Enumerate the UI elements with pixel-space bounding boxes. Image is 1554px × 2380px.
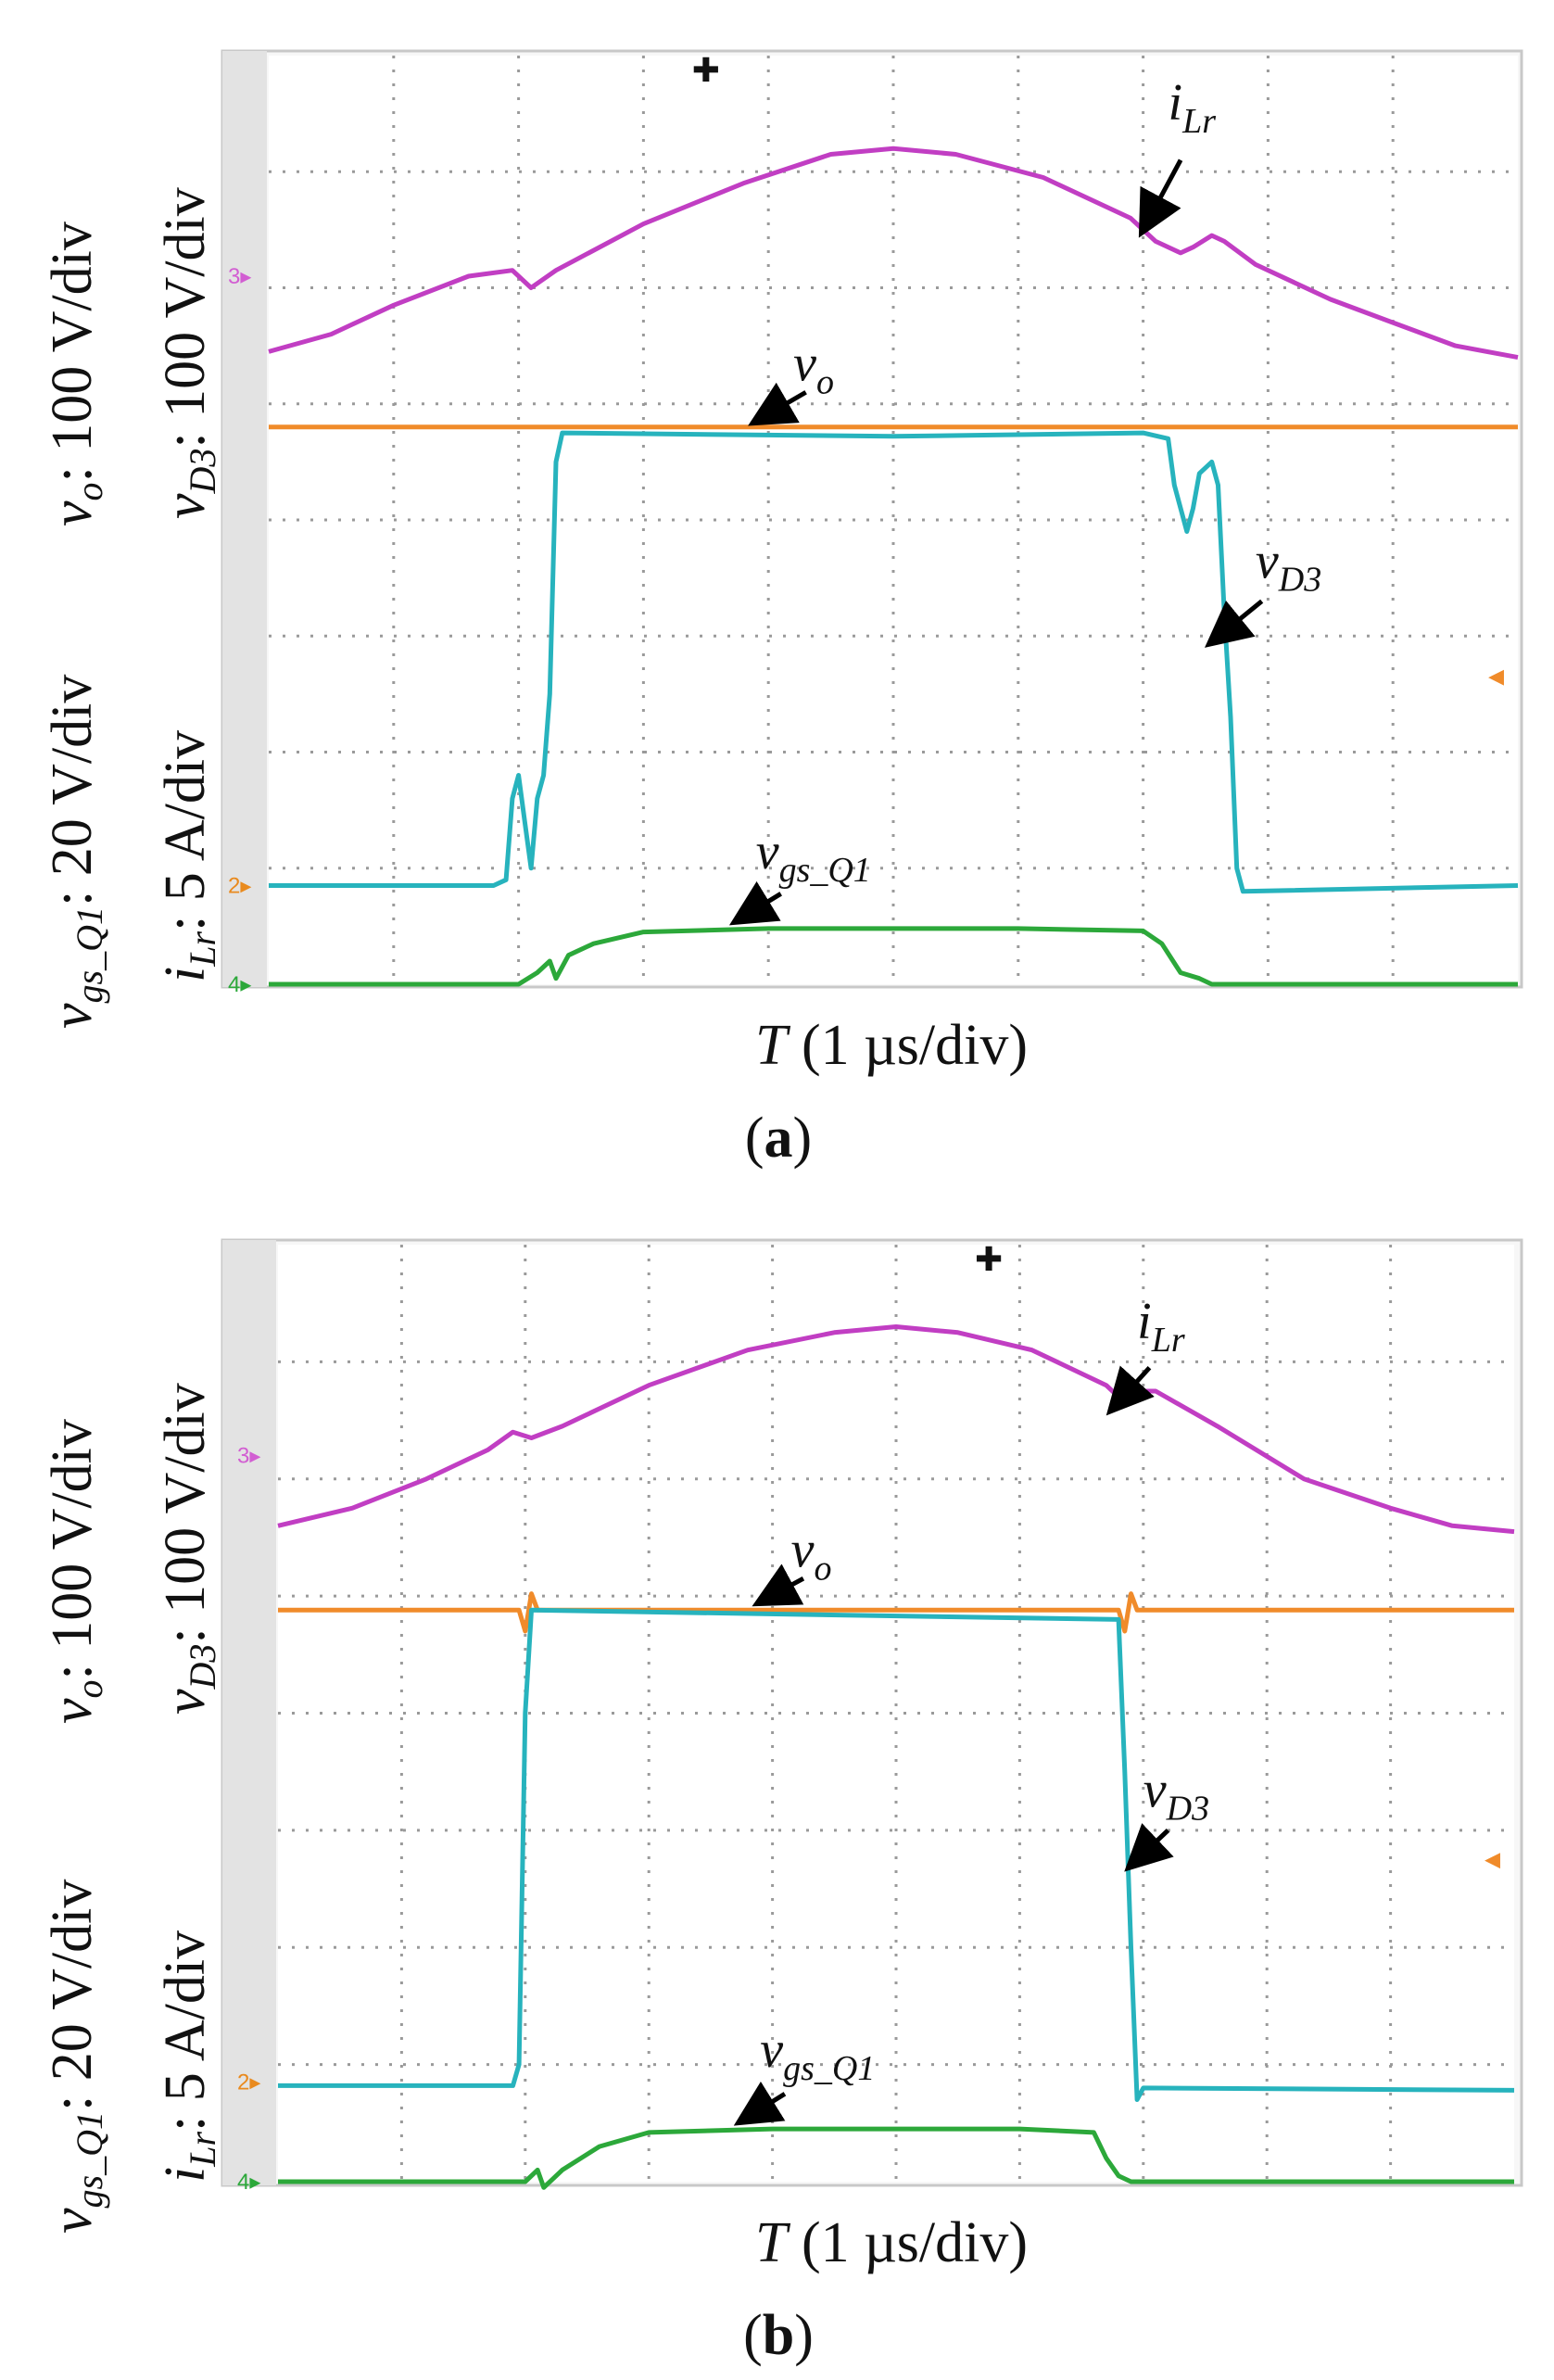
- trace-label-symbol: v: [760, 2021, 783, 2079]
- trace-label-vgs-q1: vgs_Q1: [760, 2021, 875, 2088]
- arrow-icon: [1105, 1365, 1155, 1416]
- trace-label-symbol: v: [1256, 533, 1279, 590]
- trigger-marker-icon: ✚: [975, 1241, 1003, 1279]
- trigger-marker-icon: ✚: [692, 52, 720, 90]
- axis-label-vo: vo: 100 V/div: [41, 1419, 110, 1724]
- trace-label-subscript: gs_Q1: [779, 851, 871, 890]
- channel-marker-3: 3▸: [228, 264, 251, 289]
- channel-marker-4: 4▸: [228, 972, 251, 997]
- channel-marker-3: 3▸: [237, 1443, 260, 1468]
- offset-marker-icon: ◂: [1488, 657, 1504, 694]
- trace-label-subscript: D3: [1166, 1790, 1209, 1829]
- trace-label-symbol: v: [756, 823, 779, 880]
- traces: [277, 1324, 1515, 2190]
- axis-label-ilr: iLr: 5 A/div: [154, 1931, 223, 2183]
- trace-label-subscript: o: [816, 363, 834, 402]
- screen-left-strip: [222, 51, 267, 987]
- x-axis-label: T (1 µs/div): [755, 2211, 1028, 2274]
- channel-marker-2: 2▸: [228, 874, 251, 899]
- offset-marker-icon: ◂: [1485, 1840, 1500, 1877]
- axis-label-vd3: vD3: 100 V/div: [154, 1383, 223, 1715]
- trace-label-subscript: D3: [1278, 561, 1321, 600]
- trace-label-subscript: Lr: [1151, 1321, 1185, 1360]
- screen-left-strip: [222, 1240, 276, 2185]
- trace-vgs-q1: [269, 926, 1518, 987]
- trace-label-symbol: i: [1137, 1293, 1152, 1350]
- trace-label-subscript: Lr: [1181, 102, 1216, 141]
- axis-label-ilr: iLr: 5 A/div: [154, 730, 223, 982]
- trace-label-ilr: iLr: [1169, 74, 1217, 141]
- trace-label-vgs-q1: vgs_Q1: [756, 823, 871, 890]
- trace-vd3: [278, 1607, 1515, 2102]
- trace-label-ilr: iLr: [1137, 1293, 1185, 1360]
- trace-vd3: [269, 430, 1519, 894]
- trace-label-symbol: v: [791, 1522, 815, 1579]
- axis-label-vgs-q1: vgs_Q1: 20 V/div: [41, 1880, 110, 2234]
- axis-label-vd3: vD3: 100 V/div: [154, 187, 223, 519]
- arrow-icon: [1204, 599, 1264, 648]
- trace-vo: [278, 1591, 1514, 1634]
- x-axis-label: T (1 µs/div): [755, 1014, 1028, 1077]
- trace-label-subscript: gs_Q1: [783, 2049, 875, 2088]
- arrow-icon: [728, 880, 782, 926]
- channel-markers: 3▸ 2▸ 4▸ ◂ ✚: [228, 52, 1504, 997]
- arrow-icon: [733, 2081, 787, 2126]
- trace-label-vd3: vD3: [1256, 533, 1321, 600]
- trace-ilr: [268, 146, 1519, 361]
- axis-label-vo: vo: 100 V/div: [41, 222, 110, 526]
- trace-label-symbol: v: [1143, 1762, 1167, 1819]
- channel-marker-4: 4▸: [237, 2170, 260, 2195]
- arrow-icon: [752, 1563, 805, 1607]
- channel-markers: 3▸ 2▸ 4▸ ◂ ✚: [237, 1241, 1500, 2195]
- trace-label-symbol: v: [793, 335, 816, 393]
- traces: [268, 146, 1519, 987]
- caption-b: (b): [743, 2304, 814, 2367]
- arrow-icon: [748, 382, 807, 426]
- channel-marker-2: 2▸: [237, 2070, 260, 2095]
- trace-label-vd3: vD3: [1143, 1762, 1209, 1829]
- arrow-icon: [1124, 1823, 1174, 1872]
- caption-a: (a): [745, 1107, 812, 1170]
- trace-ilr: [277, 1324, 1515, 1535]
- trace-label-subscript: o: [814, 1550, 831, 1589]
- trace-vgs-q1: [278, 2126, 1514, 2190]
- axis-label-vgs-q1: vgs_Q1: 20 V/div: [41, 675, 110, 1029]
- arrow-icon: [1138, 158, 1183, 238]
- trace-label-symbol: i: [1169, 74, 1183, 132]
